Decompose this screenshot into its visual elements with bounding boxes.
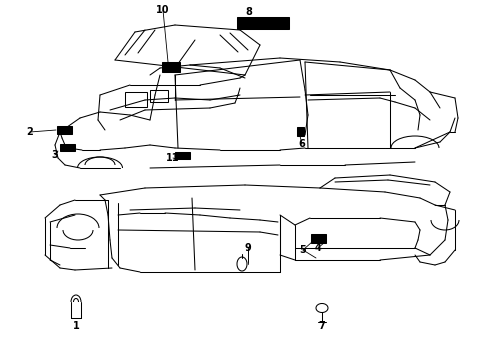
- Bar: [297, 127, 304, 136]
- Text: 1: 1: [73, 321, 79, 331]
- Bar: [150, 90, 168, 102]
- Text: 7: 7: [318, 321, 325, 331]
- Bar: [60, 144, 75, 151]
- Text: 8: 8: [245, 7, 252, 17]
- Bar: [311, 234, 326, 243]
- Bar: [57, 126, 72, 134]
- Bar: [237, 17, 289, 29]
- Text: 2: 2: [26, 127, 33, 137]
- Text: 10: 10: [156, 5, 170, 15]
- Text: 4: 4: [315, 243, 321, 253]
- Text: 5: 5: [299, 245, 306, 255]
- Text: 6: 6: [298, 139, 305, 149]
- Text: 3: 3: [51, 150, 58, 160]
- Text: 9: 9: [245, 243, 251, 253]
- Bar: [175, 152, 190, 159]
- Text: 11: 11: [166, 153, 180, 163]
- Bar: [125, 92, 147, 107]
- Bar: [162, 62, 180, 72]
